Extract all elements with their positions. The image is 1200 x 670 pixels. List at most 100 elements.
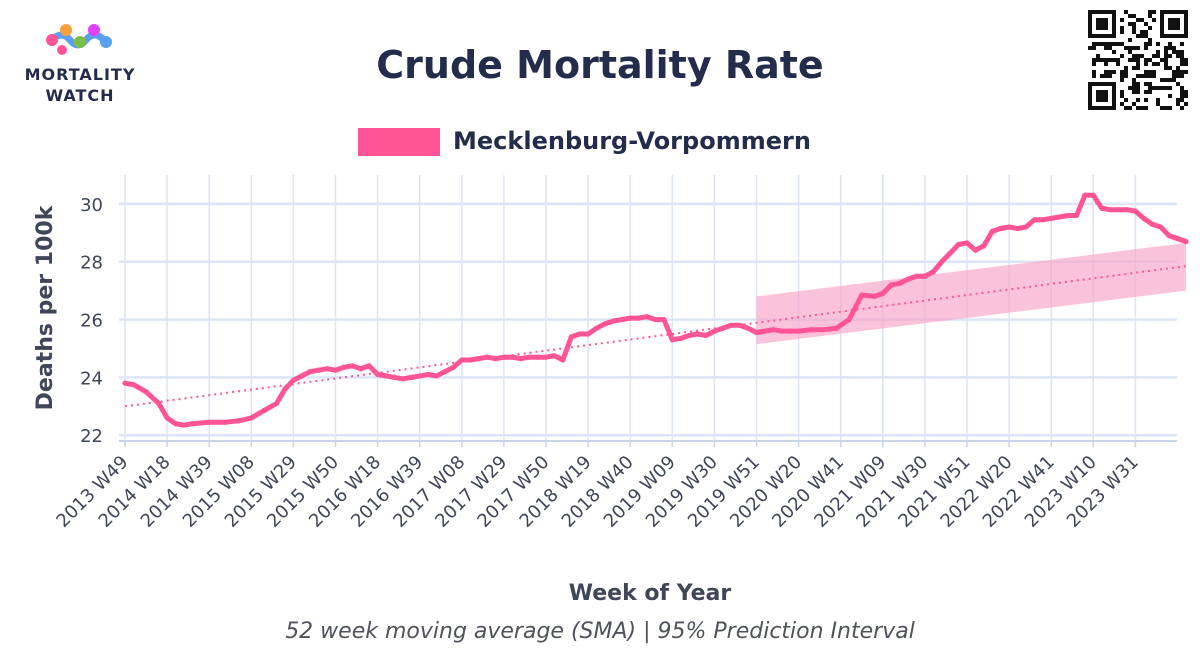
logo-line1: MORTALITY <box>25 65 136 84</box>
data-point <box>408 374 414 380</box>
qr-module <box>1180 58 1184 62</box>
data-point <box>753 329 760 336</box>
qr-module <box>1136 66 1140 70</box>
data-point <box>560 357 566 363</box>
legend: Mecklenburg-Vorpommern <box>358 127 811 156</box>
qr-module <box>1180 42 1184 46</box>
qr-module <box>1132 14 1136 18</box>
qr-module <box>1120 102 1124 106</box>
data-point <box>273 400 280 407</box>
qr-module <box>1176 70 1180 74</box>
data-point <box>391 374 398 380</box>
qr-module <box>1168 86 1172 90</box>
data-point <box>518 355 524 362</box>
data-point <box>644 314 650 320</box>
qr-module <box>1124 98 1128 102</box>
y-tick-label: 30 <box>80 195 103 216</box>
qr-module <box>1112 42 1116 46</box>
qr-module <box>1180 62 1184 66</box>
data-point <box>156 400 162 407</box>
x-axis-title: Week of Year <box>569 581 732 606</box>
qr-module <box>1184 94 1188 98</box>
qr-module <box>1128 58 1132 62</box>
qr-module <box>1184 70 1188 74</box>
data-point <box>442 369 448 375</box>
data-point <box>833 325 840 331</box>
qr-module <box>1164 46 1168 50</box>
data-point <box>172 421 179 427</box>
qr-module <box>1140 34 1144 38</box>
data-point <box>358 366 364 372</box>
data-point <box>316 367 322 373</box>
qr-module <box>1180 106 1184 110</box>
qr-module <box>1140 54 1144 58</box>
data-point <box>796 328 802 334</box>
qr-module <box>1120 30 1124 34</box>
qr-code-icon[interactable] <box>1088 10 1188 110</box>
qr-module <box>1156 86 1160 90</box>
data-point <box>307 369 313 375</box>
qr-module <box>1132 58 1136 62</box>
qr-module <box>1148 74 1152 78</box>
qr-module <box>1156 102 1160 106</box>
qr-module <box>1104 62 1108 66</box>
data-point <box>913 273 920 279</box>
data-point <box>1107 207 1113 213</box>
qr-module <box>1128 22 1132 26</box>
qr-module <box>1132 30 1136 34</box>
qr-module <box>1132 46 1136 50</box>
qr-module <box>1152 86 1156 90</box>
qr-module <box>1148 58 1152 62</box>
data-point <box>627 315 633 321</box>
qr-module <box>1132 102 1136 106</box>
data-point <box>143 389 149 395</box>
qr-module <box>1092 58 1096 62</box>
qr-module <box>1144 106 1148 110</box>
y-tick-label: 28 <box>80 253 103 274</box>
data-point <box>686 332 692 339</box>
data-point <box>341 364 347 370</box>
qr-module <box>1180 74 1184 78</box>
qr-module <box>1184 102 1188 106</box>
data-point <box>610 318 616 324</box>
trend-line <box>124 265 1187 408</box>
data-point <box>1031 217 1037 223</box>
qr-module <box>1132 54 1136 58</box>
data-point <box>1048 215 1054 221</box>
qr-module <box>1128 106 1132 110</box>
qr-module <box>1180 86 1184 90</box>
qr-module <box>1184 90 1188 94</box>
qr-module <box>1108 74 1112 78</box>
qr-module <box>1164 86 1168 90</box>
qr-module <box>1148 14 1152 18</box>
qr-module <box>1136 58 1140 62</box>
data-point <box>223 419 229 425</box>
qr-module <box>1180 70 1184 74</box>
data-point <box>164 415 170 421</box>
qr-module <box>1156 62 1160 66</box>
data-point <box>1132 208 1138 214</box>
series-layer <box>122 192 1189 428</box>
qr-module <box>1180 94 1184 98</box>
qr-module <box>1184 62 1188 66</box>
qr-module <box>1092 62 1096 66</box>
data-point <box>593 325 600 331</box>
data-point <box>955 241 962 247</box>
data-point <box>1057 214 1063 220</box>
data-point <box>400 376 406 382</box>
qr-module <box>1124 74 1128 78</box>
chart-caption: 52 week moving average (SMA) | 95% Predi… <box>285 619 915 644</box>
data-point <box>703 332 709 339</box>
y-tick-label: 22 <box>80 426 103 447</box>
qr-module <box>1144 82 1148 86</box>
data-point <box>694 331 701 337</box>
data-point <box>947 250 953 256</box>
qr-module <box>1108 58 1112 62</box>
data-point <box>619 316 625 323</box>
legend-swatch <box>358 128 440 156</box>
data-point <box>236 418 242 424</box>
data-point <box>1023 224 1029 230</box>
qr-module <box>1120 18 1124 22</box>
data-point <box>248 415 254 421</box>
